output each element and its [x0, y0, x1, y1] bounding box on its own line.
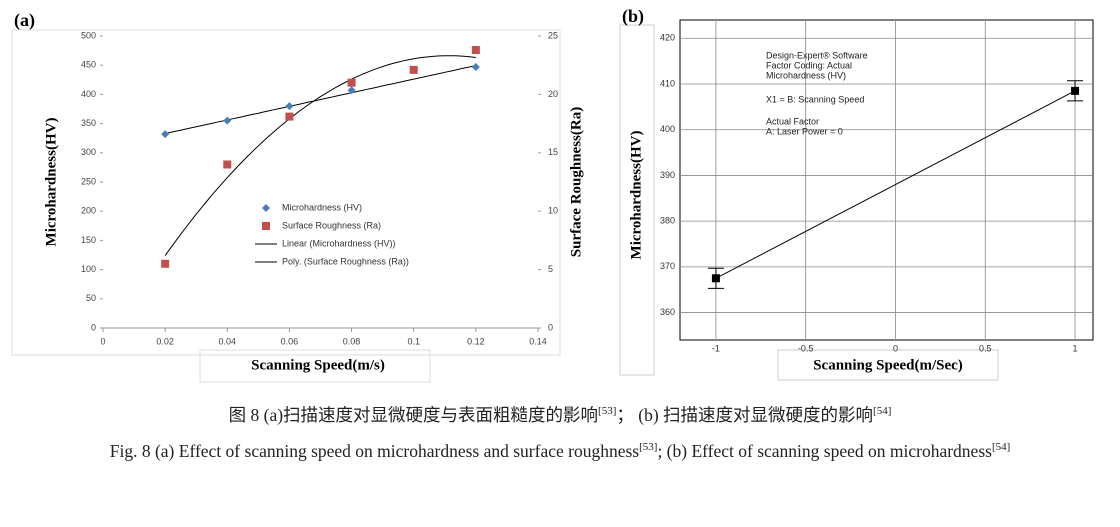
- x-tick-label: 0.02: [156, 336, 174, 346]
- point: [1071, 86, 1080, 95]
- point: [711, 274, 720, 283]
- y-tick-label: 300: [81, 147, 96, 157]
- point: [223, 116, 232, 125]
- annotation: Design-Expert® Software: [766, 50, 868, 60]
- y-tick-label: 400: [81, 89, 96, 99]
- y-tick-label: 400: [660, 124, 675, 134]
- frame: [619, 24, 655, 376]
- x-tick-label: 0: [100, 336, 105, 346]
- y-tick-label: 100: [81, 264, 96, 274]
- y-tick-label: 390: [660, 170, 675, 180]
- x-tick-label: 0.14: [529, 336, 547, 346]
- y2-tick-label: 15: [548, 147, 558, 157]
- y2-tick-label: 0: [548, 322, 553, 332]
- point: [161, 130, 170, 139]
- legend-marker: [262, 222, 270, 230]
- y-tick-label: 420: [660, 33, 675, 43]
- y-tick-label: 410: [660, 78, 675, 88]
- caption-text: Fig. 8 (a) Effect of scanning speed on m…: [109, 440, 640, 461]
- reference: [54]: [991, 440, 1011, 453]
- y-tick-label: 360: [660, 307, 675, 317]
- chart-a: 0 0.02 0.04 0.06 0.08 0.1 0.12 0.14050100150200…: [11, 10, 584, 383]
- y-tick-label: 150: [81, 235, 96, 245]
- y-tick-label: 50: [86, 293, 96, 303]
- legend-label: Linear (Microhardness (HV)): [282, 238, 396, 248]
- x-tick-label: 1: [1073, 343, 1078, 353]
- y-axis-label: Microhardness(HV): [43, 118, 59, 247]
- y-tick-label: 250: [81, 176, 96, 186]
- panel-label: (b): [622, 6, 644, 27]
- frame: [11, 29, 561, 356]
- legend-label: Poly. (Surface Roughness (Ra)): [282, 256, 409, 266]
- x-tick-label: 0.12: [467, 336, 485, 346]
- frame: [777, 349, 999, 381]
- y-tick-label: 380: [660, 216, 675, 226]
- x-tick-label: 0.06: [281, 336, 299, 346]
- line: [715, 90, 1076, 279]
- point: [223, 160, 232, 169]
- x-tick-label: 0.08: [343, 336, 361, 346]
- point: [347, 86, 356, 95]
- legend-marker: [262, 204, 270, 212]
- y2-tick-label: 20: [548, 89, 558, 99]
- x-tick-label: -0.5: [798, 343, 814, 353]
- annotation: Actual Factor: [766, 116, 819, 126]
- y2-axis-label: Surface Roughness(Ra): [568, 107, 584, 257]
- point: [409, 65, 418, 74]
- point: [471, 62, 480, 71]
- plot-area: [679, 19, 1094, 341]
- chart-b: -1 -0.5 0 0.5 1 360 370 380 390 400 410 420 (b) Scann…: [619, 6, 1094, 381]
- annotation: Microhardness (HV): [766, 70, 846, 80]
- y-tick-label: 500: [81, 30, 96, 40]
- caption: 图 8 (a)扫描速度对显微硬度与表面粗糙度的影响[53]； (b) 扫描速度对…: [15, 395, 1105, 467]
- legend-label: Surface Roughness (Ra): [282, 220, 381, 230]
- y2-tick-label: 5: [548, 264, 553, 274]
- point: [471, 46, 480, 55]
- point: [285, 112, 294, 121]
- caption-en: Fig. 8 (a) Effect of scanning speed on m…: [15, 431, 1105, 467]
- reference: [53]: [639, 440, 658, 453]
- caption-text: ; (b) Effect of scanning speed on microh…: [657, 440, 992, 461]
- caption-zh: 图 8 (a)扫描速度对显微硬度与表面粗糙度的影响[53]； (b) 扫描速度对…: [15, 395, 1105, 431]
- legend-label: Microhardness (HV): [282, 202, 362, 212]
- y-tick-label: 450: [81, 60, 96, 70]
- x-tick-label: 0.5: [979, 343, 992, 353]
- reference: [53]: [598, 405, 617, 417]
- x-tick-label: -1: [712, 343, 720, 353]
- y-tick-label: 350: [81, 118, 96, 128]
- frame: [199, 349, 431, 383]
- caption-text: ； (b) 扫描速度对显微硬度的影响: [616, 404, 874, 425]
- x-tick-label: 0.1: [407, 336, 420, 346]
- point: [161, 259, 170, 268]
- caption-text: 图 8 (a)扫描速度对显微硬度与表面粗糙度的影响: [228, 404, 599, 425]
- x-axis-label: Scanning Speed(m/s): [251, 357, 385, 373]
- y-tick-label: 200: [81, 206, 96, 216]
- annotation: A: Laser Power = 0: [766, 126, 843, 136]
- annotation: Factor Coding: Actual: [766, 60, 852, 70]
- reference: [54]: [873, 405, 892, 417]
- x-axis-label: Scanning Speed(m/Sec): [813, 357, 963, 373]
- x-tick-label: 0.04: [219, 336, 237, 346]
- legend-box: [232, 188, 462, 276]
- y-axis-label: Microhardness(HV): [628, 131, 644, 260]
- y-tick-label: 370: [660, 261, 675, 271]
- x-tick-label: 0: [893, 343, 898, 353]
- y-tick-label: 0: [91, 322, 96, 332]
- point: [285, 102, 294, 111]
- trendline: [164, 55, 476, 256]
- y2-tick-label: 25: [548, 30, 558, 40]
- panel-label: (a): [14, 10, 35, 31]
- point: [347, 78, 356, 87]
- annotation: X1 = B: Scanning Speed: [766, 94, 864, 104]
- trendline: [164, 65, 477, 135]
- y2-tick-label: 10: [548, 206, 558, 216]
